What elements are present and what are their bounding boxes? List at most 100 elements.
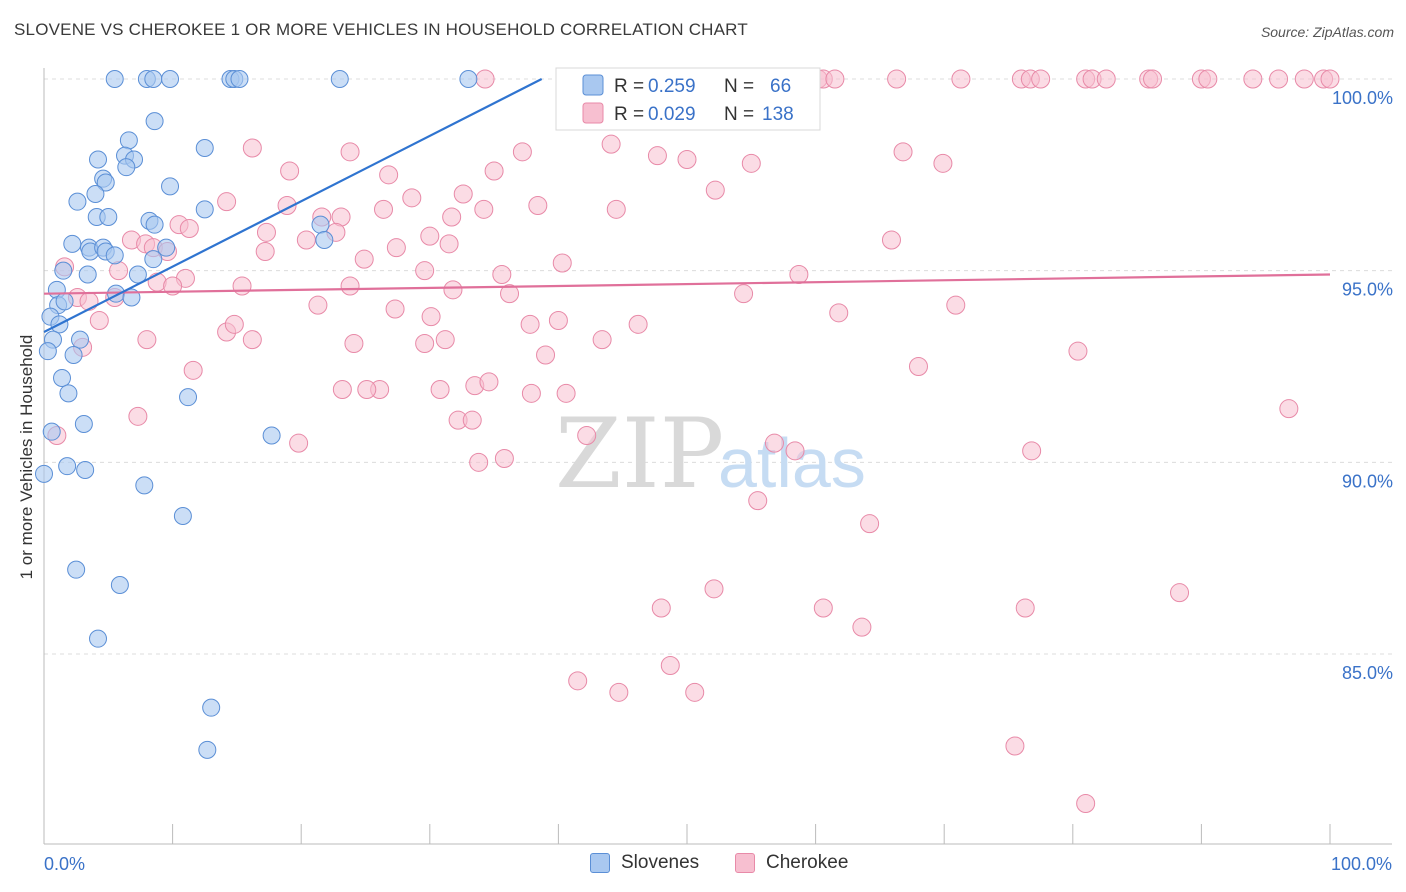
cherokee-point [887,69,907,89]
legend-n-value-2: 138 [762,104,794,125]
axes: 85.0% 90.0% 95.0% 100.0% 0.0% 100.0% [43,68,1393,874]
slovenes-point [195,200,214,219]
cherokee-point [439,234,459,254]
slovenes-point [58,457,77,476]
slovenes-point [78,265,97,284]
cherokee-point [1076,794,1096,813]
legend-r-value-1: 0.259 [648,76,696,97]
cherokee-point [1279,399,1299,419]
cherokee-swatch [735,853,755,873]
slovenes-swatch [590,853,610,873]
cherokee-points [47,69,1340,813]
cherokee-point [500,284,520,304]
cherokee-point [1269,69,1289,89]
slovenes-point [35,464,53,483]
cherokee-point [386,238,406,258]
watermark-zip: ZIP [555,398,724,510]
cherokee-point [548,311,568,330]
cherokee-point [1015,598,1035,618]
cherokee-point [492,265,512,284]
cherokee-point [1170,583,1190,603]
cherokee-point [109,261,129,281]
slovenes-point [67,560,86,579]
cherokee-point [354,249,374,269]
cherokee-point [789,265,809,284]
cherokee-point [332,380,352,399]
cherokee-point [785,441,805,461]
cherokee-point [475,69,495,89]
cherokee-point [453,184,473,204]
watermark-atlas: atlas [718,424,866,502]
cherokee-point [556,383,576,403]
cherokee-point [1022,441,1042,461]
cherokee-point [430,380,450,399]
cherokee-point [462,410,482,430]
cherokee-point [520,314,540,334]
cherokee-point [374,199,394,219]
grid-lines [44,78,1392,655]
slovenes-point [42,422,61,441]
cherokee-point [946,295,966,315]
slovenes-point [179,388,198,407]
cherokee-point [443,280,463,300]
slovenes-point [54,261,73,280]
slovenes-point [195,139,214,157]
y-tick-label: 95.0% [1342,280,1393,300]
cherokee-point [1143,69,1163,89]
slovenes-point [68,192,87,211]
cherokee-point [908,357,928,376]
cherokee-point [1005,736,1025,756]
cherokee-point [528,196,548,215]
cherokee-point [435,330,455,350]
source-credit: Source: ZipAtlas.com [1260,24,1394,40]
slovenes-point [71,330,90,349]
legend-label-cherokee: Cherokee [766,852,849,873]
cherokee-point [734,284,754,304]
slovenes-point [89,150,108,169]
legend-r-value-2: 0.029 [648,104,696,125]
cherokee-point [893,142,913,162]
cherokee-point [741,153,761,173]
legend-item-slovenes: Slovenes [590,852,699,874]
slovenes-point [74,415,93,433]
cherokee-point [340,142,360,162]
cherokee-point [628,314,648,334]
slovenes-point [89,629,108,648]
slovenes-point [53,369,72,387]
cherokee-point [1243,69,1263,89]
cherokee-point [340,276,360,296]
cherokee-point [357,380,377,399]
cherokee-point [577,426,597,445]
cherokee-point [609,682,629,702]
cherokee-point [536,345,556,365]
cherokee-point [442,207,462,227]
cherokee-point [1031,69,1051,89]
cherokee-point [415,334,435,353]
slovenes-point [99,208,118,226]
legend-r-label-1: R = [614,76,644,97]
cherokee-point [232,276,252,296]
legend-item-cherokee: Cherokee [735,852,848,874]
slovenes-point [145,112,164,131]
slovenes-point [105,70,124,88]
cherokee-point [660,656,680,675]
cherokee-point [951,69,971,89]
cherokee-point [568,671,588,691]
slovenes-point [128,265,147,284]
slovenes-point [161,177,180,196]
slovenes-point [262,426,281,445]
cherokee-point [308,295,328,315]
cherokee-point [217,192,237,212]
cherokee-point [552,253,572,273]
cherokee-point [344,334,364,353]
slovenes-point [55,292,74,311]
cherokee-point [704,579,724,599]
cherokee-point [415,261,435,281]
cherokee-point [677,150,697,169]
cherokee-point [829,303,849,323]
cherokee-point [479,372,499,392]
slovenes-point [459,70,478,88]
cherokee-point [280,161,300,181]
y-tick-label: 90.0% [1342,471,1393,491]
